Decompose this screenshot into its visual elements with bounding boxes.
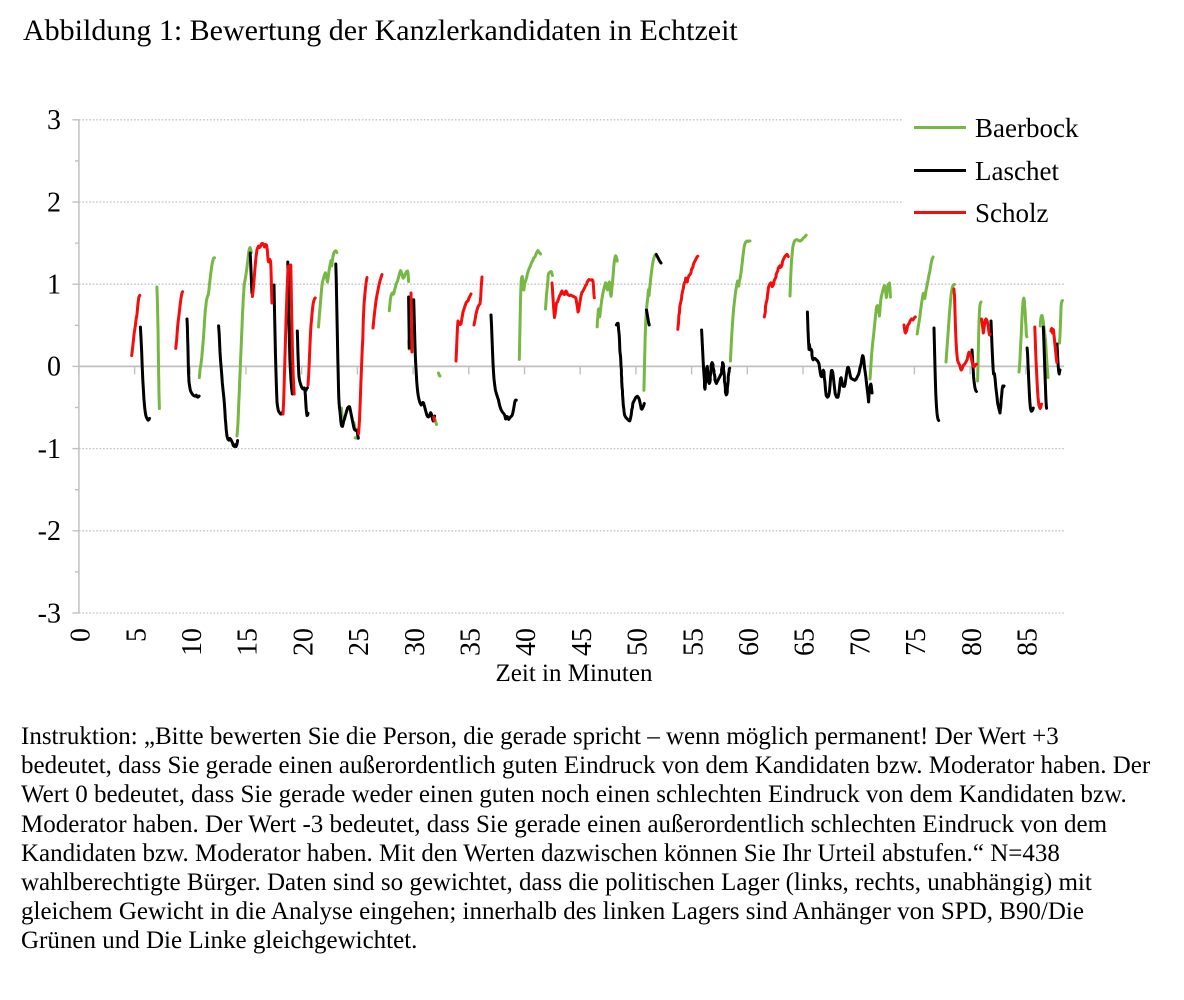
svg-text:50: 50 <box>623 628 654 656</box>
svg-text:25: 25 <box>344 628 375 656</box>
svg-text:0: 0 <box>66 628 97 642</box>
svg-text:65: 65 <box>790 628 821 656</box>
svg-text:Scholz: Scholz <box>975 198 1049 228</box>
svg-text:55: 55 <box>678 628 709 656</box>
svg-text:10: 10 <box>177 628 208 656</box>
svg-text:Zeit in Minuten: Zeit in Minuten <box>496 660 653 687</box>
svg-text:35: 35 <box>456 628 487 656</box>
svg-text:5: 5 <box>121 628 152 642</box>
svg-text:85: 85 <box>1013 628 1044 656</box>
svg-text:Laschet: Laschet <box>975 156 1059 186</box>
svg-text:1: 1 <box>47 270 61 301</box>
svg-text:-2: -2 <box>38 516 61 547</box>
svg-text:75: 75 <box>901 628 932 656</box>
svg-text:-3: -3 <box>38 598 61 629</box>
svg-text:Baerbock: Baerbock <box>975 113 1079 143</box>
svg-text:20: 20 <box>288 628 319 656</box>
svg-text:45: 45 <box>567 628 598 656</box>
svg-text:60: 60 <box>734 628 765 656</box>
svg-text:40: 40 <box>511 628 542 656</box>
svg-text:30: 30 <box>400 628 431 656</box>
svg-text:0: 0 <box>47 352 61 383</box>
svg-text:15: 15 <box>233 628 264 656</box>
svg-text:2: 2 <box>47 187 61 218</box>
svg-text:-1: -1 <box>38 434 61 465</box>
svg-text:80: 80 <box>957 628 988 656</box>
svg-text:70: 70 <box>845 628 876 656</box>
svg-text:3: 3 <box>47 105 61 136</box>
